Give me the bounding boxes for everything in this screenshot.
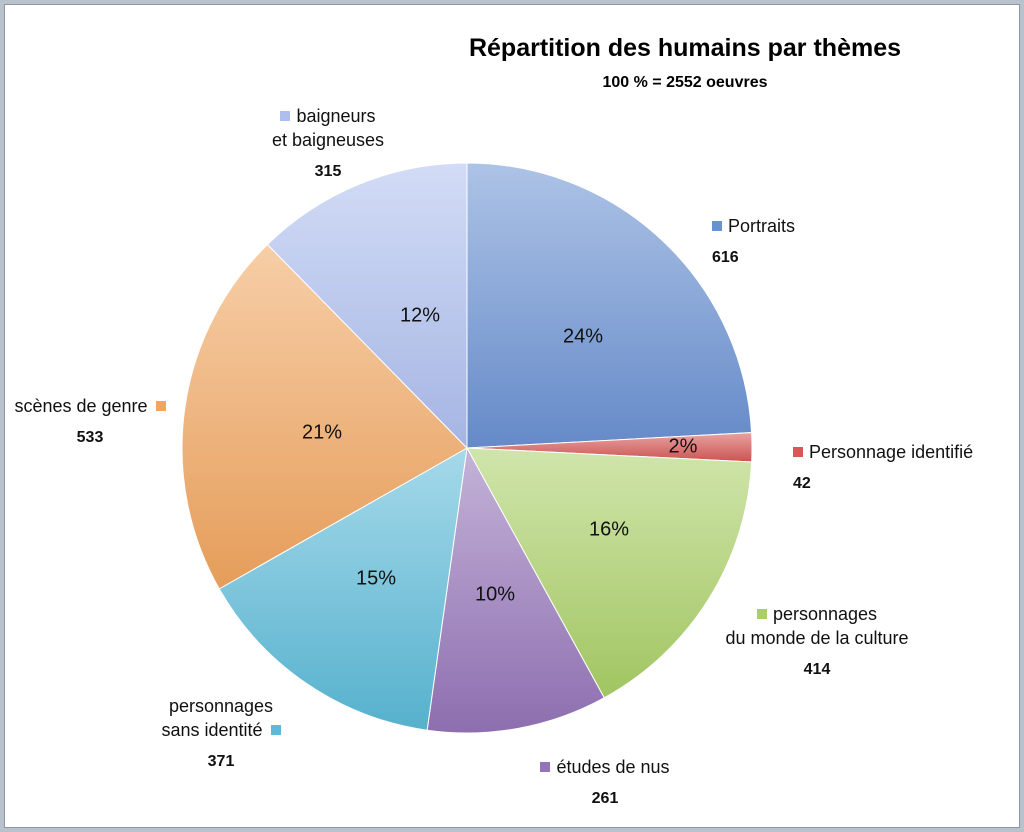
legend-text: personnages bbox=[712, 602, 922, 626]
chart-subtitle: 100 % = 2552 oeuvres bbox=[602, 74, 768, 91]
pie-slice-portraits bbox=[466, 162, 753, 449]
legend-label-etudes-de-nus: études de nus 261 bbox=[525, 755, 685, 811]
legend-text: Personnage identifié bbox=[793, 440, 973, 464]
percent-label-scenes-de-genre: 21% bbox=[301, 421, 343, 444]
legend-label-personnage-identifie: Personnage identifié 42 bbox=[793, 440, 973, 496]
percent-label-personnages-du-monde-de-la-culture: 16% bbox=[588, 518, 630, 541]
value-label: 616 bbox=[712, 249, 739, 266]
pie-slice-etudes-de-nus bbox=[426, 446, 605, 734]
legend-label-baigneurs-et-baigneuses: baigneurs et baigneuses 315 bbox=[253, 104, 403, 184]
legend-label-personnages-sans-identite: personnages sans identité 371 bbox=[146, 694, 296, 774]
legend-label-personnages-du-monde-de-la-culture: personnages du monde de la culture 414 bbox=[712, 602, 922, 682]
chart-title: Répartition des humains par thèmes bbox=[468, 34, 902, 62]
legend-text: personnages bbox=[168, 696, 274, 716]
value-label: 371 bbox=[207, 753, 235, 770]
legend-swatch-icon bbox=[280, 111, 291, 121]
value-label: 414 bbox=[803, 661, 831, 678]
value-label: 533 bbox=[76, 429, 104, 446]
legend-swatch-icon bbox=[270, 725, 281, 735]
legend-swatch-icon bbox=[712, 221, 722, 231]
legend-text: et baigneuses bbox=[271, 130, 385, 150]
pie-slice-personnages-du-monde-de-la-culture bbox=[466, 447, 753, 699]
pie-slice-scenes-de-genre bbox=[181, 243, 468, 590]
legend-text: Portraits bbox=[712, 214, 795, 238]
percent-label-personnage-identifie: 2% bbox=[668, 435, 698, 458]
percent-label-baigneurs-et-baigneuses: 12% bbox=[399, 304, 441, 327]
legend-text: sans identité bbox=[146, 718, 296, 742]
legend-label-portraits: Portraits 616 bbox=[712, 214, 795, 270]
legend-swatch-icon bbox=[793, 447, 803, 457]
percent-label-personnages-sans-identite: 15% bbox=[355, 567, 397, 590]
legend-text: études de nus bbox=[525, 755, 685, 779]
legend-label-scenes-de-genre: scènes de genre 533 bbox=[10, 394, 170, 450]
legend-text: baigneurs bbox=[253, 104, 403, 128]
legend-swatch-icon bbox=[756, 609, 767, 619]
percent-label-portraits: 24% bbox=[562, 325, 604, 348]
legend-swatch-icon bbox=[155, 401, 166, 411]
legend-text: scènes de genre bbox=[10, 394, 170, 418]
legend-text: du monde de la culture bbox=[725, 628, 909, 648]
value-label: 315 bbox=[314, 163, 342, 180]
pie-slice-personnages-sans-identite bbox=[218, 447, 468, 731]
percent-label-etudes-de-nus: 10% bbox=[474, 583, 516, 606]
value-label: 42 bbox=[793, 475, 811, 492]
legend-swatch-icon bbox=[540, 762, 551, 772]
value-label: 261 bbox=[591, 790, 619, 807]
pie-slice-baigneurs-et-baigneuses bbox=[266, 162, 468, 450]
